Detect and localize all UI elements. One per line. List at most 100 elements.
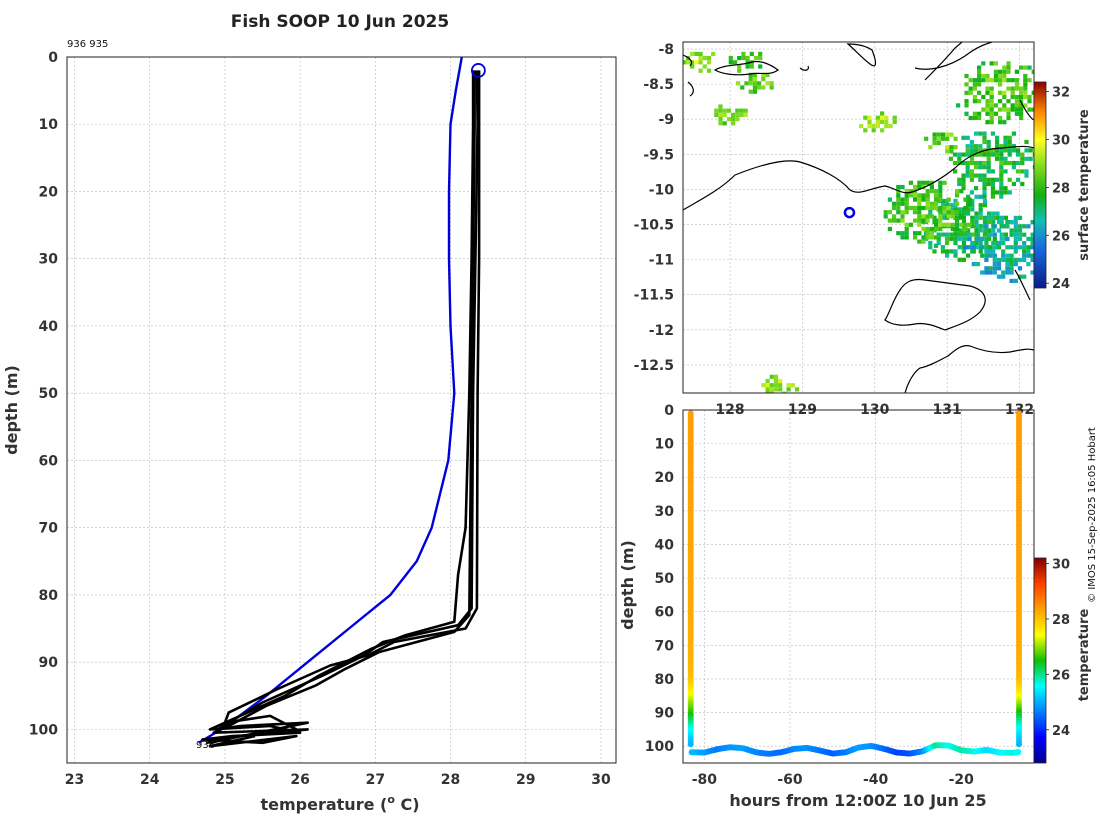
sst-cell <box>904 235 909 240</box>
sst-cell <box>945 132 950 137</box>
sst-cell <box>999 165 1004 170</box>
sst-cell <box>1027 65 1032 70</box>
sst-cell <box>974 186 979 191</box>
sst-cell <box>965 165 970 170</box>
timeseries-profile-point <box>687 741 694 748</box>
timeseries-xtick-label: -20 <box>949 772 975 788</box>
sst-cell <box>967 232 972 237</box>
sst-cell <box>953 169 958 174</box>
sst-cell <box>1013 232 1018 237</box>
sst-cell <box>925 180 930 185</box>
sst-cell <box>978 211 983 216</box>
profile-ytick-label: 90 <box>39 655 59 671</box>
sst-cell <box>959 231 964 236</box>
sst-cell <box>949 149 954 154</box>
sst-cell <box>765 378 770 384</box>
sst-cell <box>999 186 1004 191</box>
sst-cell <box>1022 232 1027 237</box>
sst-cell <box>934 197 939 202</box>
sst-cell <box>1022 241 1027 246</box>
sst-cell <box>925 218 930 223</box>
sst-cell <box>978 240 983 246</box>
sst-cell <box>1013 220 1018 225</box>
sst-colorbar-tick-label: 24 <box>1052 277 1070 292</box>
sst-cell <box>925 226 930 232</box>
sst-cell <box>982 232 987 237</box>
sst-cell <box>992 224 997 229</box>
sst-cell <box>956 103 961 108</box>
sst-cell <box>967 245 972 250</box>
sst-cell <box>887 210 892 215</box>
sst-cell <box>992 270 997 275</box>
sst-cell <box>896 218 901 223</box>
sst-cell <box>913 218 918 223</box>
sst-cell <box>995 156 1000 161</box>
sst-cell <box>1017 228 1023 233</box>
sst-cell <box>904 226 909 232</box>
sst-cell <box>1030 253 1034 258</box>
sst-cell <box>970 207 975 212</box>
sst-cell <box>1016 152 1021 157</box>
sst-cell <box>932 136 937 141</box>
sst-cell <box>892 218 897 223</box>
sst-cell <box>999 169 1004 174</box>
sst-cell <box>690 64 695 69</box>
sst-cell <box>702 56 707 61</box>
sst-cell <box>925 197 930 202</box>
sst-cell <box>953 249 958 254</box>
sst-cell <box>1002 65 1007 70</box>
sst-cell <box>978 228 983 233</box>
sst-cell <box>955 218 960 223</box>
sst-cell <box>978 215 983 220</box>
sst-cell <box>1030 241 1034 246</box>
sst-cell <box>1009 257 1014 262</box>
sst-cell <box>982 139 987 145</box>
sst-cell <box>1003 156 1008 161</box>
sst-cell <box>1014 69 1019 74</box>
sst-cell <box>913 184 918 190</box>
sst-cell <box>1026 249 1031 254</box>
sst-cell <box>867 115 872 120</box>
sst-cell <box>961 211 966 216</box>
sst-cell <box>1031 90 1034 95</box>
profile-xtick-label: 27 <box>366 772 385 788</box>
sst-cell <box>957 207 962 212</box>
sst-cell <box>731 117 736 122</box>
sst-cell <box>987 228 992 233</box>
sst-cell <box>1003 190 1008 195</box>
sst-cell <box>1007 152 1012 157</box>
profile-xtick-label: 24 <box>140 772 160 788</box>
sst-cell <box>949 203 954 208</box>
sst-cell <box>711 51 716 56</box>
sst-cell <box>949 132 954 137</box>
profile-ytick-label: 30 <box>39 252 59 268</box>
sst-cell <box>917 197 922 202</box>
sst-cell <box>731 112 736 117</box>
sst-cell <box>936 140 941 146</box>
sst-cell <box>917 180 922 185</box>
sst-cell <box>970 203 975 208</box>
sst-cell <box>917 239 922 244</box>
sst-cell <box>904 222 909 227</box>
sst-cell <box>934 193 939 198</box>
sst-cell <box>900 214 905 219</box>
sst-cell <box>999 232 1004 237</box>
sst-cell <box>964 99 969 104</box>
sst-cell <box>1006 65 1011 70</box>
sst-cell <box>972 99 977 104</box>
temperature-colorbar-tick-label: 24 <box>1052 724 1070 739</box>
sst-cell <box>732 60 738 65</box>
sst-cell <box>1019 65 1024 70</box>
sst-cell <box>977 82 982 87</box>
sst-cell <box>978 194 983 199</box>
sst-cell <box>957 211 962 216</box>
sst-cell <box>966 211 971 216</box>
sst-cell <box>982 190 987 195</box>
sst-cell <box>706 60 712 65</box>
sst-cell <box>904 205 909 211</box>
sst-cell <box>769 383 774 388</box>
sst-cell <box>982 173 987 178</box>
sst-cell <box>969 144 974 149</box>
sst-cell <box>999 144 1004 149</box>
sst-cell <box>1006 61 1011 66</box>
